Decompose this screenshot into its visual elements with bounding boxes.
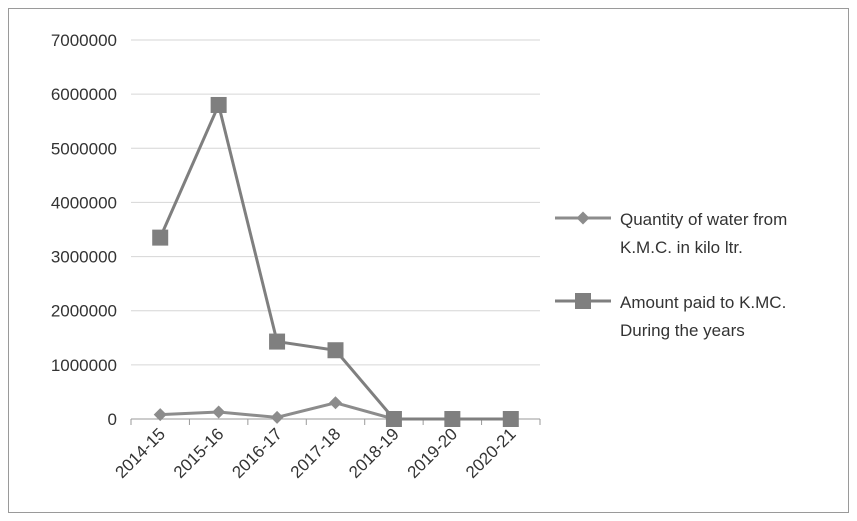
x-tick-label: 2020-21 [462,424,520,482]
data-point-series-2 [327,342,344,359]
y-tick-label: 7000000 [51,31,117,50]
legend-marker [575,293,591,309]
x-tick-label: 2015-16 [170,424,228,482]
data-point-series-2 [269,333,286,350]
x-tick-labels: 2014-15 2015-16 2016-17 2017-18 2018-19 2019-… [111,419,541,482]
x-tick-label: 2017-18 [287,424,345,482]
data-point-series-2 [502,411,519,427]
x-tick-label: 2016-17 [228,424,286,482]
chart-frame: 0 1000000 2000000 3000000 4000000 5000000 6000… [8,8,849,513]
y-tick-label: 3000000 [51,248,117,267]
y-tick-label: 0 [108,410,117,429]
line-chart: 0 1000000 2000000 3000000 4000000 5000000 6000… [51,31,787,482]
series-lines [152,96,519,427]
series-line-2 [158,100,511,421]
data-point-series-1 [212,405,226,419]
legend: Quantity of water from K.M.C. in kilo ltr… [555,210,787,340]
data-point-series-2 [444,411,461,427]
y-tick-label: 5000000 [51,139,117,158]
y-tick-labels: 0 1000000 2000000 3000000 4000000 5000000 6000… [51,31,117,429]
legend-marker [576,211,590,225]
legend-label: K.M.C. in kilo ltr. [620,238,743,257]
x-tick-label: 2019-20 [404,424,462,482]
y-tick-label: 2000000 [51,302,117,321]
data-point-series-1 [329,396,342,410]
x-tick-label: 2018-19 [345,424,403,482]
data-point-series-1 [153,408,167,422]
data-point-series-2 [385,411,402,427]
legend-label: Quantity of water from [620,210,787,229]
y-tick-label: 4000000 [51,193,117,212]
legend-label: During the years [620,321,745,340]
y-tick-label: 6000000 [51,85,117,104]
data-point-series-2 [152,229,169,246]
legend-label: Amount paid to K.MC. [620,293,786,312]
x-tick-label: 2014-15 [111,424,169,482]
data-point-series-1 [270,410,284,424]
y-tick-label: 1000000 [51,356,117,375]
gridlines [131,39,540,420]
data-point-series-2 [210,96,227,113]
